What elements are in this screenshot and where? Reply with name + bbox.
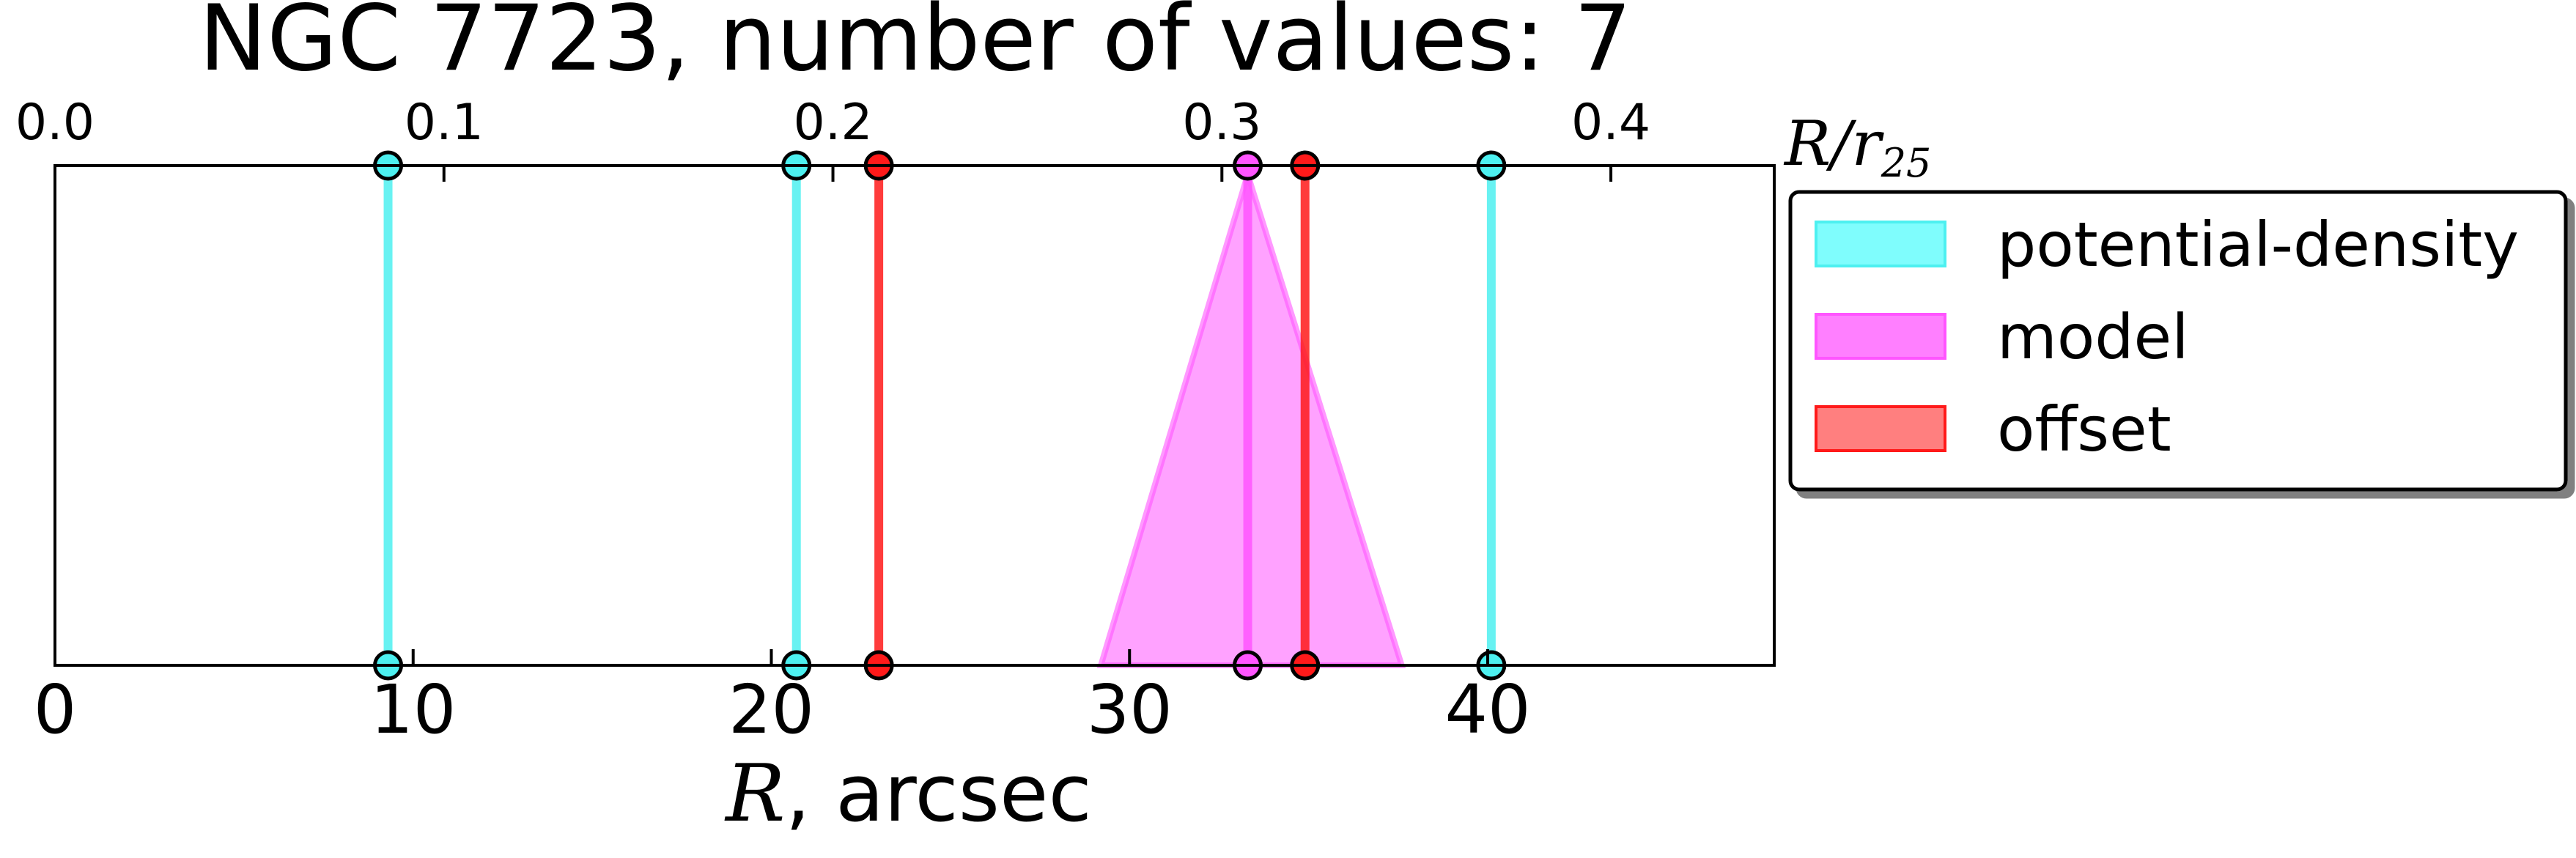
legend-swatch-potential-density	[1815, 221, 1946, 267]
top-x-tick-label-4: 0.4	[1571, 94, 1650, 152]
svg-text:R/r25: R/r25	[1783, 108, 1931, 186]
x-tick-label-1: 10	[370, 670, 456, 749]
top-axis-label: R/r25	[1783, 108, 1931, 186]
x-tick-label-3: 30	[1087, 670, 1173, 749]
chart-title: NGC 7723, number of values: 7	[199, 0, 1632, 92]
x-axis-symbol: R	[724, 748, 785, 840]
top-x-tick-label-0: 0.0	[15, 94, 95, 152]
svg-text:R, arcsec: R, arcsec	[724, 748, 1092, 840]
top-x-tick-label-2: 0.2	[793, 94, 872, 152]
top-axis-symbol: R/r	[1783, 108, 1885, 180]
x-tick-label-4: 40	[1444, 670, 1530, 749]
top-x-tick-label-3: 0.3	[1182, 94, 1261, 152]
top-x-tick-label-1: 0.1	[405, 94, 484, 152]
legend-label-potential-density: potential-density	[1997, 209, 2519, 281]
legend-label-offset: offset	[1997, 393, 2171, 465]
legend-swatch-offset	[1815, 405, 1946, 452]
legend-label-model: model	[1997, 301, 2189, 373]
bottom-axis-label: R, arcsec	[724, 748, 1092, 840]
plot-frame	[53, 164, 1776, 667]
top-axis-subscript: 25	[1881, 140, 1932, 186]
legend-frame	[1788, 190, 2568, 492]
legend-swatch-model	[1815, 313, 1946, 360]
x-tick-label-0: 0	[34, 670, 77, 749]
legend: potential-density model offset	[1788, 190, 2568, 492]
x-axis-unit: , arcsec	[785, 748, 1091, 840]
x-tick-label-2: 20	[728, 670, 814, 749]
